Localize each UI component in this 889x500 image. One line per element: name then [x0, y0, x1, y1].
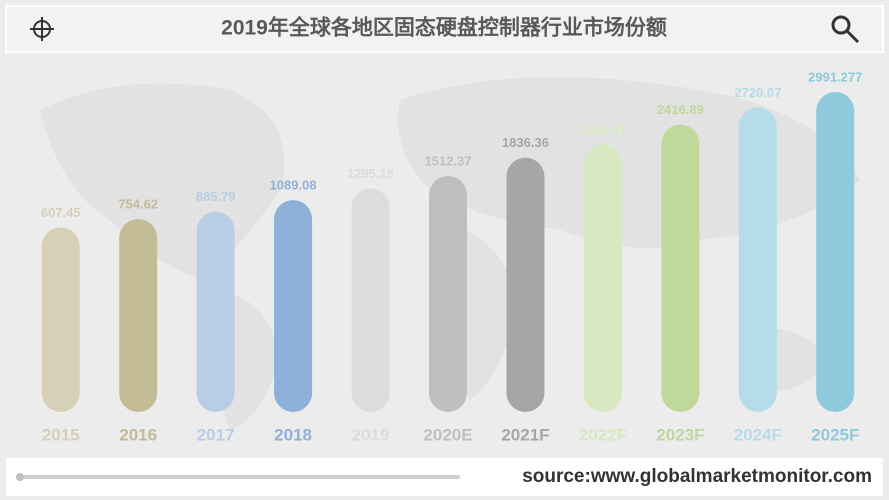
header-bar [5, 5, 884, 53]
bar [816, 92, 855, 412]
bar [41, 227, 80, 412]
x-tick-label: 2016 [119, 425, 157, 444]
x-tick-label: 2017 [197, 425, 235, 444]
x-tick-label: 2018 [274, 425, 312, 444]
chart-title: 2019年全球各地区固态硬盘控制器行业市场份额 [221, 16, 667, 40]
value-label: 754.62 [118, 197, 158, 212]
source: source:www.globalmarketmonitor.com [522, 466, 872, 487]
x-tick-label: 2019 [352, 425, 390, 444]
bar [196, 211, 235, 412]
footer-dot [16, 473, 24, 481]
x-tick-label: 2023F [656, 425, 704, 444]
bar [274, 200, 313, 412]
bar [429, 176, 467, 412]
value-label: 885.79 [196, 189, 236, 204]
bar [738, 107, 777, 413]
value-label: 1089.08 [270, 178, 317, 193]
x-tick-label: 2025F [811, 425, 859, 444]
x-tick-label: 2022F [579, 425, 627, 444]
bar [583, 144, 622, 412]
search-icon[interactable] [831, 15, 860, 44]
bar [351, 188, 390, 412]
x-tick-label: 2015 [42, 425, 80, 444]
value-label: 2991.277 [808, 69, 862, 84]
x-tick-label: 2020E [423, 425, 472, 444]
target-icon[interactable] [30, 17, 54, 41]
x-tick-label: 2024F [734, 425, 782, 444]
plot-area: 607.45 2015 754.62 2016 885.79 2017 1089.08 201… [41, 69, 863, 444]
value-label: 2720.07 [734, 85, 781, 100]
value-label: 1512.37 [425, 153, 472, 168]
bar [119, 219, 158, 412]
bar [506, 157, 545, 412]
value-label: 2416.89 [657, 102, 704, 117]
value-label: 1836.36 [502, 135, 549, 150]
value-label: 1295.18 [347, 166, 394, 181]
value-label: 2064.41 [579, 122, 626, 137]
x-tick-label: 2021F [501, 425, 549, 444]
value-label: 607.45 [41, 205, 81, 220]
bar [661, 124, 700, 412]
